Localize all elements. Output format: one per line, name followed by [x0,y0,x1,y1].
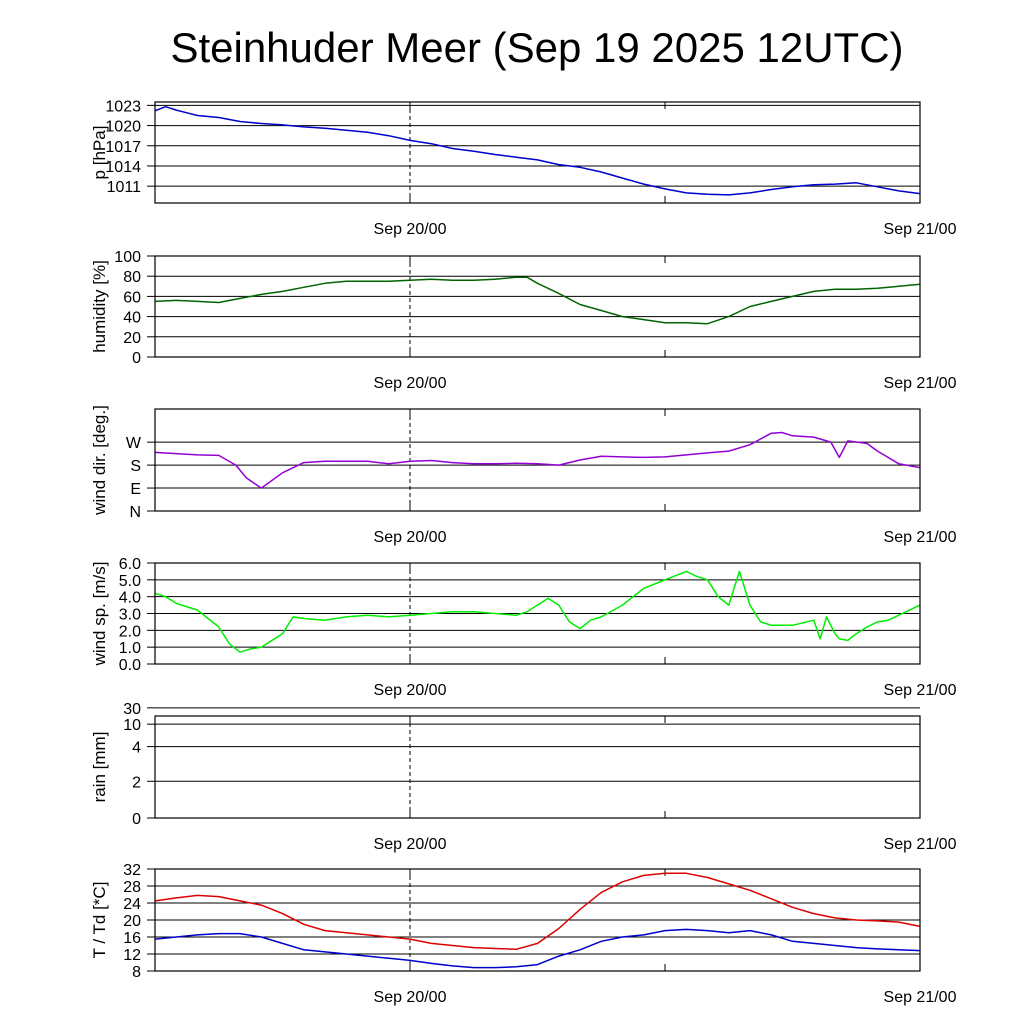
page-title: Steinhuder Meer (Sep 19 2025 12UTC) [170,24,904,71]
x-tick-label: Sep 20/00 [374,529,447,546]
y-axis-title: wind dir. [deg.] [90,405,109,516]
y-tick-label: 30 [123,701,141,718]
plot-frame [154,255,921,358]
y-tick-label: N [129,504,141,521]
x-tick-label: Sep 21/00 [884,375,957,392]
pressure-line [154,105,921,196]
y-tick-label: 4 [132,740,141,757]
plot-frame [154,408,921,512]
y-tick-label: S [130,458,141,475]
dewpoint-line [154,928,921,969]
y-tick-label: 20 [123,913,141,930]
y-tick-label: 6.0 [119,556,141,573]
y-tick-label: 1014 [105,159,141,176]
y-axis-title: wind sp. [m/s] [90,562,109,667]
temperature-line [154,872,921,951]
y-tick-label: 60 [123,289,141,306]
humidity-line [154,276,921,325]
y-tick-label: 1023 [105,98,141,115]
y-tick-label: 0 [132,811,141,828]
x-tick-label: Sep 21/00 [884,682,957,699]
y-tick-label: 5.0 [119,573,141,590]
x-tick-label: Sep 21/00 [884,836,957,853]
x-tick-label: Sep 20/00 [374,836,447,853]
y-tick-label: 8 [132,964,141,981]
wind_dir-line [154,431,921,489]
plot-frame [154,868,921,972]
y-tick-label: 10 [123,717,141,734]
y-tick-label: E [130,481,141,498]
plot-frame [154,715,921,819]
x-tick-label: Sep 20/00 [374,682,447,699]
x-tick-label: Sep 20/00 [374,375,447,392]
y-axis-title: humidity [%] [90,260,109,353]
plot-frame [154,562,921,665]
y-tick-label: 100 [114,249,141,266]
humidity-panel: 0 20 40 60 80 100 humidity [%] Sep 20/00 Sep 21/… [90,249,957,392]
y-tick-label: 1020 [105,119,141,136]
y-tick-label: W [126,435,142,452]
y-tick-label: 32 [123,862,141,879]
y-tick-label: 80 [123,269,141,286]
y-tick-label: 28 [123,879,141,896]
y-axis-title: p [hPa] [90,126,109,180]
y-tick-label: 2.0 [119,623,141,640]
wind_speed-line [154,570,921,653]
y-tick-label: 1.0 [119,640,141,657]
y-tick-label: 16 [123,930,141,947]
y-tick-label: 12 [123,947,141,964]
plot-frame [154,101,921,204]
x-tick-label: Sep 21/00 [884,989,957,1006]
y-tick-label: 1011 [107,179,142,196]
x-tick-label: Sep 21/00 [884,529,957,546]
y-tick-label: 1017 [105,139,141,156]
x-tick-label: Sep 20/00 [374,989,447,1006]
y-tick-label: 20 [123,330,141,347]
y-axis-title: T / Td [*C] [90,882,109,959]
y-tick-label: 0.0 [119,657,141,674]
y-tick-label: 2 [132,774,141,791]
y-tick-label: 0 [132,350,141,367]
y-tick-label: 24 [123,896,141,913]
y-tick-label: 40 [123,310,141,327]
y-axis-title: rain [mm] [90,732,109,803]
x-tick-label: Sep 21/00 [884,221,957,238]
y-tick-label: 3.0 [119,607,141,624]
x-tick-label: Sep 20/00 [374,221,447,238]
y-tick-label: 4.0 [119,590,141,607]
wind-speed-panel: 0.01.02.03.04.05.06.0 wind sp. [m/s] Sep 2… [90,556,957,699]
pressure-panel: 1011 1014 1017 1020 1023 p [hPa] Sep 20/00 Sep … [90,98,957,238]
